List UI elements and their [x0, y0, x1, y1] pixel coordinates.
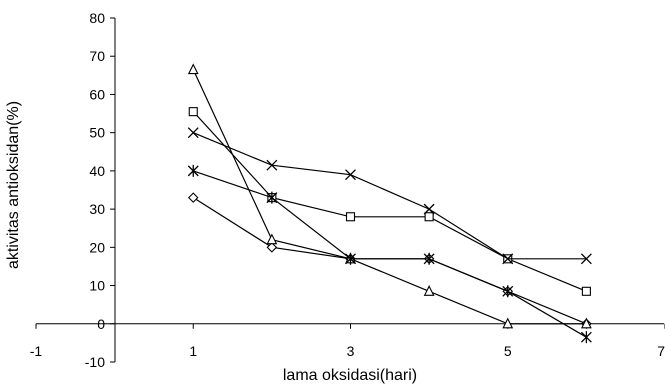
- x-axis-label: lama oksidasi(hari): [283, 367, 417, 384]
- y-tick-label: 20: [89, 239, 105, 255]
- axes: [35, 17, 665, 363]
- data-point-square: [581, 286, 591, 296]
- x-tick-label: 1: [189, 343, 197, 359]
- series-line-triangle: [192, 69, 587, 325]
- series-line-x: [193, 132, 587, 260]
- series-diamond: [187, 192, 592, 330]
- y-tick-label: 80: [89, 10, 105, 26]
- data-point-asterisk: [187, 164, 199, 177]
- data-point-diamond: [187, 192, 199, 203]
- data-point-square: [424, 212, 434, 222]
- x-tick-label: 5: [504, 343, 512, 359]
- series-x: [187, 127, 592, 265]
- y-axis-label: aktivitas antioksidan(%): [5, 101, 22, 269]
- data-point-triangle: [580, 317, 592, 329]
- y-tick-label: 10: [89, 278, 105, 294]
- data-point-x: [345, 169, 356, 181]
- series-group: [187, 63, 592, 344]
- tick-labels: -10 0 10 20 30 40 50 60 70 80 -1 1 3 5 7: [30, 10, 665, 370]
- data-point-asterisk: [345, 252, 356, 265]
- data-point-x: [502, 253, 514, 265]
- series-asterisk: [187, 164, 592, 344]
- y-tick-label: 50: [89, 125, 105, 141]
- data-point-asterisk: [580, 331, 592, 344]
- data-point-square: [345, 212, 356, 222]
- series-line-asterisk: [193, 170, 587, 338]
- y-tick-label: 70: [89, 48, 105, 64]
- data-point-x: [187, 127, 199, 139]
- data-point-triangle: [423, 285, 435, 296]
- data-point-x: [423, 203, 435, 215]
- data-point-square: [188, 107, 198, 117]
- data-point-asterisk: [502, 285, 514, 298]
- y-tick-label: 30: [89, 201, 105, 217]
- y-tick-label: 60: [89, 86, 105, 102]
- data-point-asterisk: [423, 252, 435, 265]
- data-point-asterisk: [266, 191, 278, 204]
- y-tick-label: -10: [85, 354, 105, 370]
- data-point-x: [580, 253, 592, 265]
- series-square: [188, 107, 591, 296]
- series-line-square: [192, 111, 587, 292]
- y-tick-label: 0: [97, 316, 105, 332]
- x-tick-label: -1: [30, 343, 43, 359]
- series-triangle: [187, 63, 592, 329]
- x-tick-label: 3: [347, 343, 355, 359]
- data-point-diamond: [266, 242, 278, 253]
- data-point-triangle: [502, 317, 514, 329]
- data-point-triangle: [266, 233, 278, 245]
- data-point-x: [266, 159, 278, 171]
- data-point-triangle: [187, 63, 199, 75]
- y-tick-label: 40: [89, 163, 105, 179]
- x-tick-label: 7: [657, 343, 665, 359]
